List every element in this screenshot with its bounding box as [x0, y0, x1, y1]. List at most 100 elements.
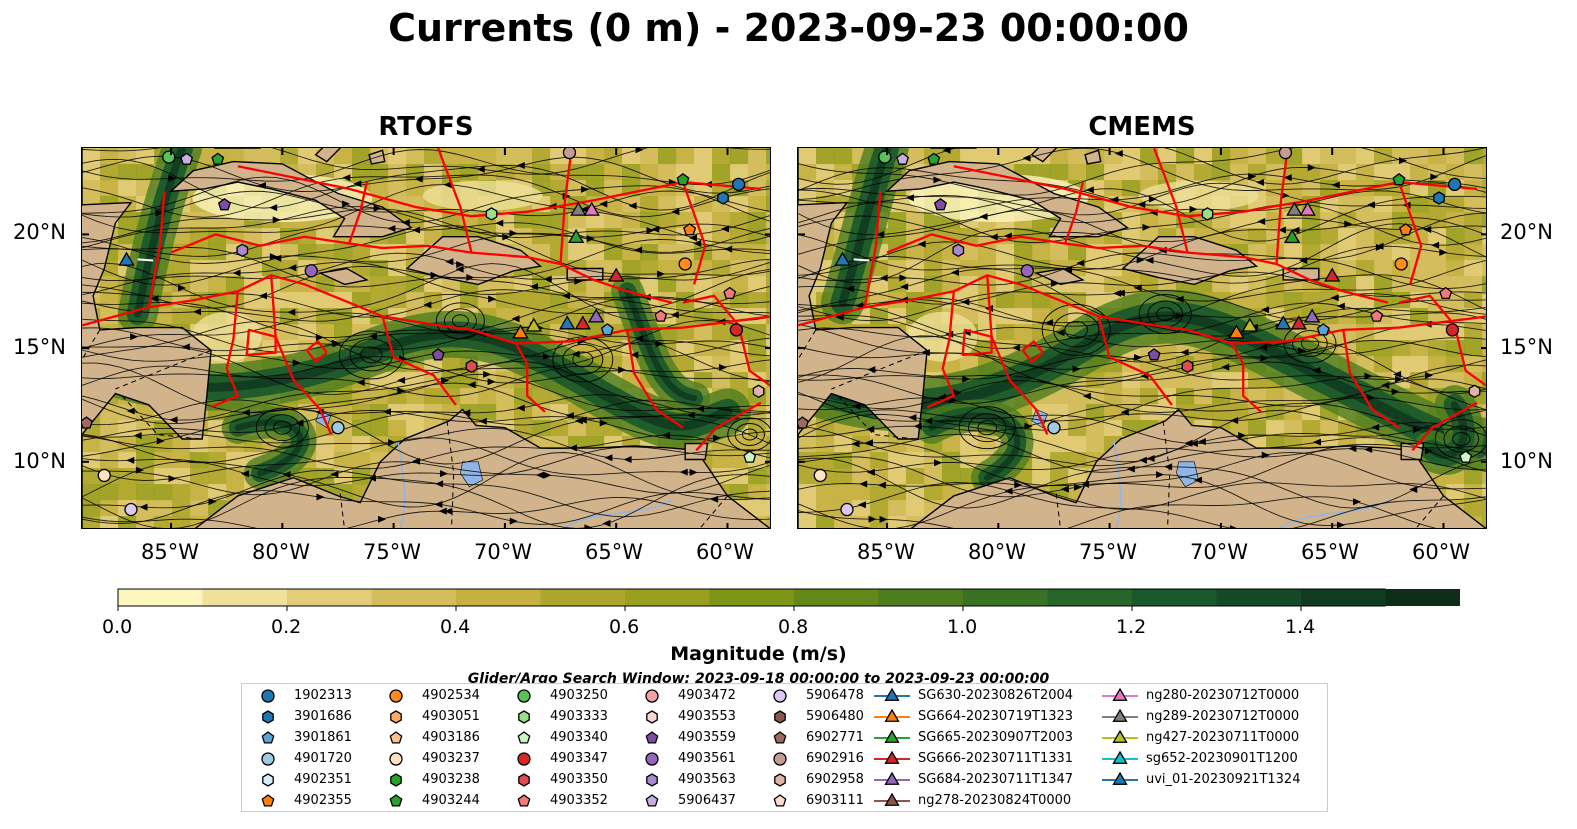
legend-marker-icon — [518, 709, 530, 724]
lon-tick-rtofs-65: 65°W — [585, 540, 643, 564]
legend-marker-icon — [261, 751, 275, 766]
lon-tick-cmems-65: 65°W — [1301, 540, 1359, 564]
lat-tick-left-20: 20°N — [13, 220, 66, 244]
lon-tick-cmems-60: 60°W — [1412, 540, 1470, 564]
legend-marker-icon — [874, 708, 910, 722]
legend-label: 4903333 — [550, 709, 608, 724]
figure-title: Currents (0 m) - 2023-09-23 00:00:00 — [388, 6, 1189, 50]
legend-item: 4903237 — [376, 748, 480, 769]
legend-label: ng280-20230712T0000 — [1146, 688, 1300, 703]
colorbar-tick-1.0: 1.0 — [947, 616, 978, 638]
argo-float-marker — [1459, 450, 1473, 463]
glider-marker — [834, 251, 851, 266]
legend-pentagon — [517, 730, 531, 744]
legend-label: 6902916 — [806, 751, 864, 766]
map-panel-rtofs[interactable] — [81, 147, 771, 529]
legend-label: SG665-20230907T2003 — [918, 730, 1074, 745]
legend-marker-icon — [261, 793, 275, 807]
legend-triangle — [884, 771, 900, 785]
colorbar-bin — [709, 589, 795, 606]
legend-pentagon — [645, 793, 659, 807]
legend-circle — [389, 751, 403, 766]
legend-item: 4903559 — [632, 727, 736, 748]
legend-item: 4903244 — [376, 790, 480, 811]
legend-circle — [645, 751, 659, 766]
lon-tick-cmems-85: 85°W — [857, 540, 915, 564]
legend-item: SG664-20230719T1323 — [872, 706, 1073, 727]
argo-float-marker — [1392, 172, 1406, 186]
legend-item: 5906478 — [760, 685, 864, 706]
legend-item: 6902916 — [760, 748, 864, 769]
argo-float-marker — [1278, 148, 1293, 160]
legend-item: 4903561 — [632, 748, 736, 769]
lat-tick-right-15: 15°N — [1500, 335, 1553, 359]
argo-float-marker — [217, 197, 231, 211]
legend-marker-icon — [773, 688, 787, 703]
colorbar-bin — [1301, 589, 1386, 606]
legend-marker-icon — [1102, 750, 1138, 764]
glider-marker — [1299, 201, 1316, 216]
glider-marker — [608, 267, 625, 282]
legend-label: 4903238 — [422, 772, 480, 787]
lon-tick-cmems-70: 70°W — [1190, 540, 1248, 564]
panel-title-rtofs: RTOFS — [378, 112, 474, 142]
legend-marker-icon — [773, 751, 787, 766]
argo-float-marker — [752, 384, 765, 399]
legend-marker-icon — [874, 750, 910, 764]
colorbar-tick-1.4: 1.4 — [1285, 616, 1316, 638]
lon-tick-rtofs-60: 60°W — [696, 540, 754, 564]
glider-marker — [574, 315, 591, 330]
legend-item: 4903350 — [504, 769, 608, 790]
legend: 1902313 3901686 3901861 4901720 4902351 49023… — [241, 683, 1328, 812]
legend-marker-icon — [389, 751, 403, 766]
glider-marker — [570, 201, 587, 216]
legend-pentagon — [389, 730, 403, 744]
glider-marker — [1275, 315, 1292, 330]
legend-hexagon — [518, 772, 530, 787]
colorbar-bin — [118, 589, 203, 606]
legend-marker-icon — [773, 730, 787, 744]
argo-float-marker — [676, 172, 690, 186]
argo-float-marker — [1433, 191, 1445, 205]
legend-hexagon — [262, 772, 274, 787]
legend-label: ng427-20230711T0000 — [1146, 730, 1300, 745]
argo-float-marker — [1445, 323, 1460, 337]
legend-label: ng289-20230712T0000 — [1146, 709, 1300, 724]
legend-item: ng289-20230712T0000 — [1100, 706, 1299, 727]
legend-circle — [517, 688, 531, 703]
legend-triangle — [884, 687, 900, 701]
legend-circle — [773, 688, 787, 703]
argo-float-marker — [82, 416, 93, 429]
lat-tick-left-10: 10°N — [13, 449, 66, 473]
glider-marker — [587, 308, 605, 323]
legend-label: SG630-20230826T2004 — [918, 688, 1074, 703]
legend-label: 6902958 — [806, 772, 864, 787]
panel-title-cmems: CMEMS — [1088, 112, 1196, 142]
argo-float-marker — [562, 148, 577, 160]
legend-label: 5906478 — [806, 688, 864, 703]
argo-float-marker — [896, 152, 910, 165]
legend-marker-icon — [645, 688, 659, 703]
argo-float-marker — [927, 152, 941, 165]
legend-item: SG630-20230826T2004 — [872, 685, 1073, 706]
map-panel-cmems[interactable] — [797, 147, 1487, 529]
glider-marker — [567, 228, 585, 244]
legend-label: 4903237 — [422, 751, 480, 766]
legend-item: 4903186 — [376, 727, 480, 748]
glider-marker — [1303, 308, 1321, 323]
colorbar-bin — [1047, 589, 1133, 606]
legend-triangle — [884, 792, 900, 806]
argo-float-marker — [1181, 359, 1194, 374]
legend-item: 4903563 — [632, 769, 736, 790]
lon-tick-rtofs-75: 75°W — [363, 540, 421, 564]
legend-item: SG666-20230711T1331 — [872, 748, 1073, 769]
argo-float-marker — [729, 323, 744, 337]
colorbar-bin — [625, 589, 710, 606]
legend-circle — [261, 688, 275, 703]
argo-float-marker — [683, 223, 697, 236]
argo-float-marker — [1468, 384, 1481, 399]
glider-marker — [512, 324, 529, 339]
argo-float-marker — [180, 152, 194, 165]
legend-triangle — [1112, 750, 1128, 764]
legend-label: ng278-20230824T0000 — [918, 793, 1072, 808]
